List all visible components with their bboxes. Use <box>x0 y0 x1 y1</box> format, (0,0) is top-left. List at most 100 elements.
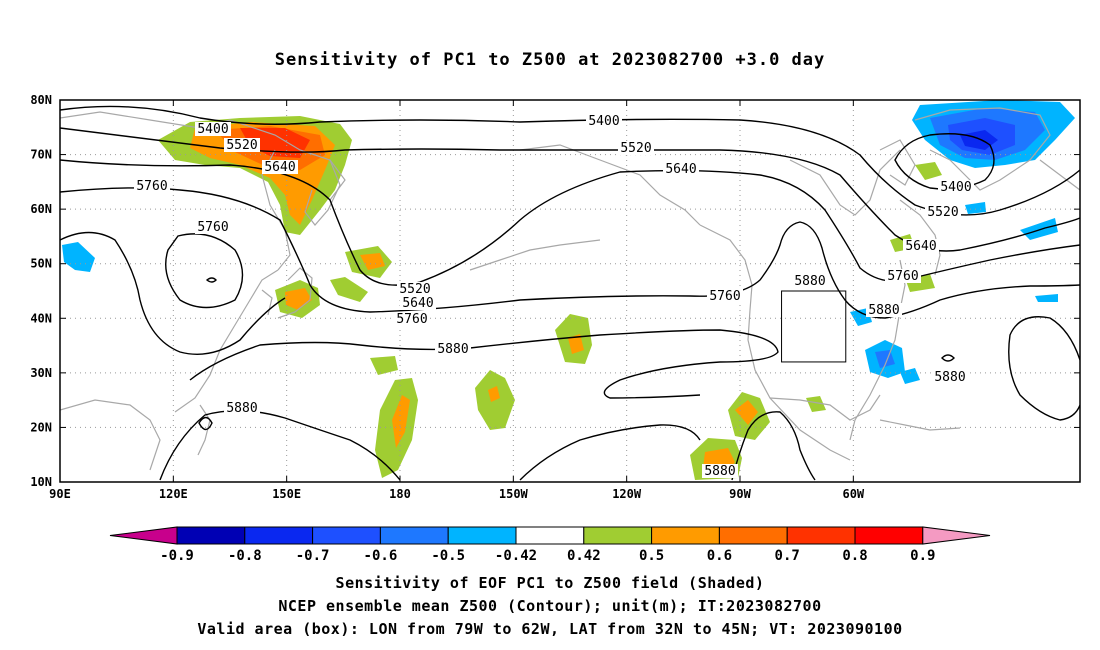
shade-atl2-lblue <box>900 368 920 384</box>
colorbar-box <box>651 526 720 545</box>
lon-tick-label: 90W <box>729 487 751 501</box>
lat-tick-label: 20N <box>30 420 52 434</box>
colorbar-left-arrow <box>109 526 178 545</box>
sensitivity-shading <box>62 100 1075 480</box>
lon-tick-label: 180 <box>389 487 411 501</box>
contour-label: 5640 <box>905 239 936 254</box>
contour-labels: 5400552056405760576054005520564055205640… <box>134 114 974 479</box>
coast-greenland <box>914 107 1051 191</box>
lon-tick-label: 60W <box>842 487 864 501</box>
lon-tick-label: 150W <box>499 487 529 501</box>
contour-label-bg <box>195 122 231 136</box>
colorbar-label: 0.7 <box>775 548 800 564</box>
contour-label: 5880 <box>934 370 965 385</box>
colorbar-label: 0.8 <box>842 548 867 564</box>
lat-tick-label: 70N <box>30 148 52 162</box>
contour-label: 5400 <box>197 122 228 137</box>
shade-atl5-lblue <box>1035 294 1058 302</box>
coast-kamchatka <box>304 159 341 226</box>
colorbar-box <box>515 526 585 545</box>
contour-label-bg <box>702 464 738 478</box>
contour-label-bg <box>932 370 968 384</box>
lat-tick-label: 40N <box>30 311 52 325</box>
colorbar-label: -0.8 <box>228 548 262 564</box>
shade-asia-lblue <box>62 242 95 272</box>
colorbar-box <box>718 526 788 545</box>
coast-gulf <box>769 394 881 421</box>
coast-asia-north <box>60 111 346 201</box>
lon-tick-label: 90E <box>49 487 71 501</box>
colorbar-box <box>176 526 246 545</box>
contour-label: 5640 <box>264 160 295 175</box>
contour-label: 5400 <box>588 114 619 129</box>
shade-eastcoast-blue <box>875 350 895 368</box>
shade-atl4-lblue <box>965 202 986 214</box>
colorbar-label: 0.9 <box>910 548 935 564</box>
lon-tick-label: 150E <box>272 487 301 501</box>
contour-5880-c <box>519 424 701 481</box>
colorbar-label: 0.5 <box>639 548 664 564</box>
contour-label-bg <box>792 274 828 288</box>
coast-caribbean <box>879 419 961 431</box>
contour-label: 5400 <box>940 180 971 195</box>
shade-atl3-lblue <box>1020 218 1058 240</box>
shade-gulf-green <box>806 396 826 412</box>
contour-5760-c <box>165 233 244 309</box>
contour-5520-a <box>60 127 1080 252</box>
contour-label-bg <box>397 282 433 296</box>
contour-label: 5760 <box>887 269 918 284</box>
contour-label-bg <box>885 269 921 283</box>
contour-label: 5640 <box>665 162 696 177</box>
shade-japan2-green <box>330 277 368 302</box>
contour-label-bg <box>618 141 654 155</box>
contour-5880-a <box>189 329 779 399</box>
lat-tick-label: 30N <box>30 366 52 380</box>
colorbar-label: -0.6 <box>364 548 398 564</box>
colorbar-label: -0.9 <box>160 548 194 564</box>
valid-area-box <box>781 290 847 363</box>
contour-label: 5520 <box>927 205 958 220</box>
shade-okhotsk-red <box>240 128 310 158</box>
contour-label-bg <box>400 296 436 310</box>
shade-wpac-orange <box>392 395 410 448</box>
lat-tick-label: 80N <box>30 93 52 107</box>
colorbar-right-arrow <box>922 526 991 545</box>
contour-label-bg <box>938 180 974 194</box>
shade-hawaii-orange <box>488 386 500 402</box>
shade-greenland-navy <box>960 130 998 150</box>
colorbar-box <box>447 526 517 545</box>
contour-label-bg <box>224 401 260 415</box>
shade-cpac-orange <box>568 334 584 354</box>
colorbar-box <box>583 526 653 545</box>
contour-label: 5760 <box>396 312 427 327</box>
contour-label-bg <box>435 342 471 356</box>
footer-line-contour: NCEP ensemble mean Z500 (Contour); unit(… <box>278 597 822 615</box>
footer-line-shaded: Sensitivity of EOF PC1 to Z500 field (Sh… <box>335 574 765 592</box>
contour-5880-d <box>731 411 816 481</box>
contour-label: 5880 <box>226 401 257 416</box>
contour-5880-e <box>1008 316 1080 421</box>
contour-label-bg <box>586 114 622 128</box>
shade-labrador-green <box>915 162 942 180</box>
contour-label-bg <box>195 220 231 234</box>
coast-japan <box>277 267 313 319</box>
colorbar-box <box>854 526 924 545</box>
colorbar-label: -0.42 <box>495 548 537 564</box>
shade-mex-orange <box>735 400 758 425</box>
coast-indochina <box>60 399 161 471</box>
contour-label-bg <box>707 289 743 303</box>
lon-tick-label: 120E <box>159 487 188 501</box>
colorbar-label: 0.42 <box>567 548 601 564</box>
shade-mariana-green <box>370 356 398 375</box>
contour-label: 5880 <box>794 274 825 289</box>
shade-npac-orange <box>360 253 385 270</box>
footer-line-valid-area: Valid area (box): LON from 79W to 62W, L… <box>197 620 903 638</box>
contour-label-bg <box>663 162 699 176</box>
contour-label-bg <box>262 160 298 174</box>
contour-5880-small <box>941 354 955 362</box>
colorbar-box <box>786 526 856 545</box>
lon-tick-label: 120W <box>612 487 642 501</box>
contour-label: 5760 <box>136 179 167 194</box>
contour-label: 5880 <box>437 342 468 357</box>
